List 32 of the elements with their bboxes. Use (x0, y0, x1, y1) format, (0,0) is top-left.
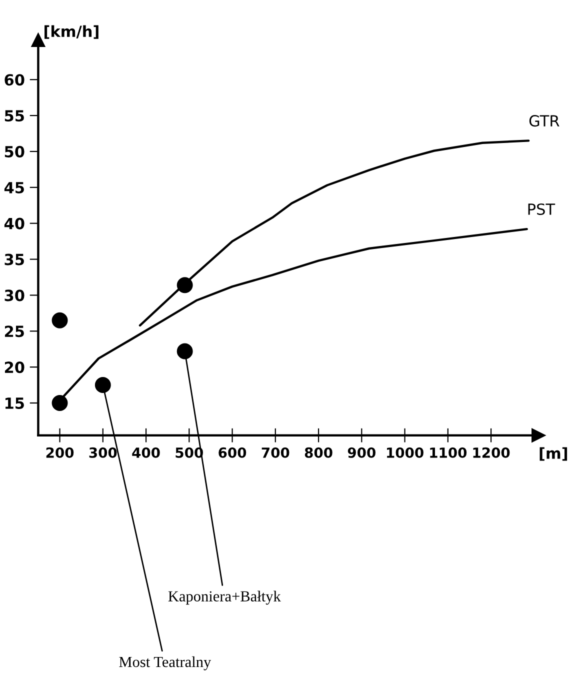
point (176, 343, 193, 360)
y-tick-label: 55 (4, 110, 24, 122)
point (94, 377, 111, 394)
y-tick-label: 20 (4, 362, 24, 374)
x-tick-label: 400 (132, 447, 160, 458)
y-tick-label: 60 (4, 74, 24, 86)
x-tick-label: 600 (218, 447, 246, 458)
y-tick-label: 35 (4, 254, 24, 266)
x-tick-label: 800 (304, 447, 332, 458)
point (52, 312, 68, 328)
point (52, 395, 68, 411)
y-axis-title: [km/h] (44, 25, 98, 39)
y-tick-label: 25 (4, 326, 24, 338)
line-series (138, 140, 530, 326)
x-tick-label: 300 (89, 447, 117, 458)
series-label: PST (528, 203, 556, 216)
x-tick-label: 1000 (387, 447, 424, 458)
x-tick-label: 900 (348, 447, 376, 458)
annotation: Most Teatralny (119, 656, 212, 670)
y-tick-label: 40 (4, 218, 24, 230)
x-tick-label: 1200 (473, 447, 510, 458)
y-tick-label: 15 (5, 398, 24, 410)
x-tick-label: 700 (262, 447, 290, 458)
y-tick-label: 50 (4, 146, 24, 158)
y-tick-label: 30 (4, 290, 24, 302)
x-axis-title: [m] (540, 447, 568, 461)
point (176, 277, 193, 294)
y-tick-label: 45 (4, 182, 24, 194)
x-tick-label: 1100 (430, 447, 467, 458)
annotation: Kaponiera+Bałtyk (168, 590, 281, 605)
series-label: GTR (529, 115, 560, 127)
x-tick-label: 200 (46, 447, 74, 458)
